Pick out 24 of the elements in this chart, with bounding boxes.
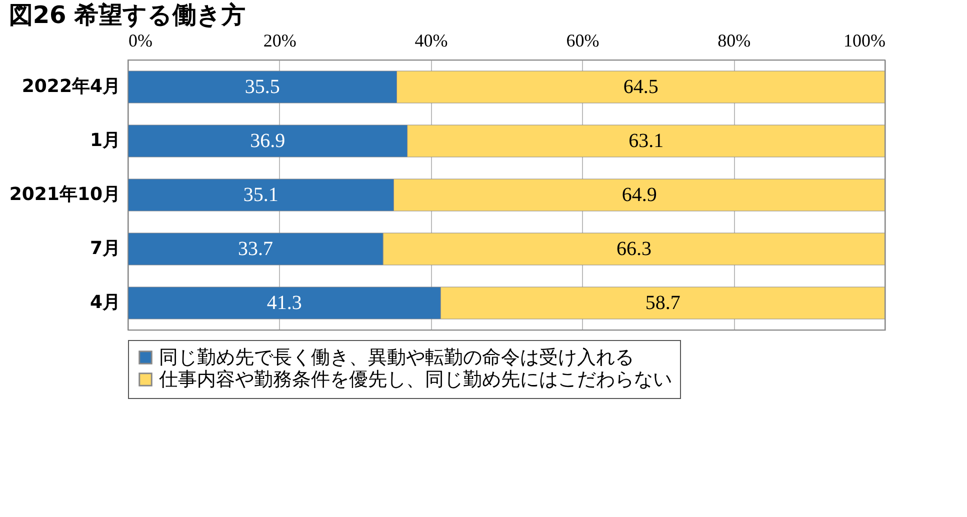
y-tick-label: 4月 [90, 292, 120, 313]
data-label: 35.1 [243, 184, 278, 206]
x-tick-label: 40% [414, 30, 448, 50]
y-tick-label: 2021年10月 [9, 184, 120, 205]
chart-title: 図26 希望する働き方 [8, 1, 246, 29]
x-tick-label: 20% [263, 30, 296, 50]
x-tick-label: 0% [128, 30, 152, 50]
x-tick-label: 80% [718, 30, 751, 50]
data-label: 35.5 [244, 76, 280, 98]
legend-label: 同じ勤め先で長く働き、異動や転勤の命令は受け入れる [159, 346, 634, 368]
data-label: 41.3 [266, 292, 302, 314]
y-tick-label: 7月 [90, 238, 120, 259]
x-tick-label: 100% [844, 30, 886, 50]
legend-label: 仕事内容や勤務条件を優先し、同じ勤め先にはこだわらない [158, 368, 672, 390]
y-tick-label: 2022年4月 [22, 76, 120, 97]
data-label: 36.9 [250, 130, 286, 152]
x-tick-label: 60% [566, 30, 600, 50]
data-label: 64.9 [622, 184, 657, 206]
data-label: 64.5 [623, 76, 658, 98]
data-label: 63.1 [628, 130, 664, 152]
data-label: 33.7 [238, 238, 274, 260]
data-label: 58.7 [645, 292, 680, 314]
y-tick-label: 1月 [90, 130, 120, 151]
data-label: 66.3 [616, 238, 652, 260]
